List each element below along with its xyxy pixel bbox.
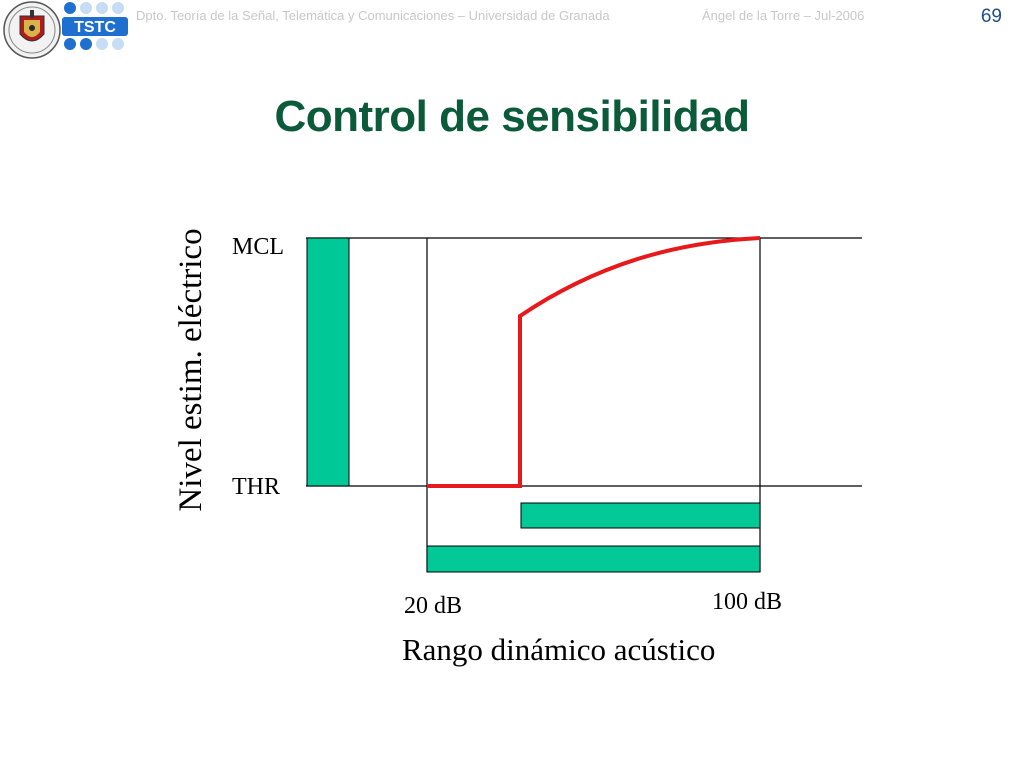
low-db-label: 20 dB — [404, 593, 462, 619]
university-crest-logo — [3, 1, 61, 59]
tstc-logo: TSTC — [62, 2, 128, 50]
high-db-label: 100 dB — [712, 589, 782, 615]
tstc-logo-text: TSTC — [74, 19, 116, 36]
department-header: Dpto. Teoría de la Señal, Telemática y C… — [136, 8, 610, 23]
thr-label: THR — [232, 474, 280, 500]
full-acoustic-range-bar — [426, 545, 761, 573]
y-axis-label: Nivel estim. eléctrico — [173, 228, 209, 511]
page-number: 69 — [980, 6, 1002, 27]
reduced-acoustic-range-bar — [520, 502, 761, 529]
mapping-curve — [427, 236, 761, 488]
electric-range-bar — [306, 237, 350, 487]
mcl-label: MCL — [232, 234, 284, 260]
slide-title: Control de sensibilidad — [274, 92, 751, 141]
author-date-header: Ángel de la Torre – Jul-2006 — [702, 8, 865, 23]
x-axis-label: Rango dinámico acústico — [402, 632, 715, 667]
